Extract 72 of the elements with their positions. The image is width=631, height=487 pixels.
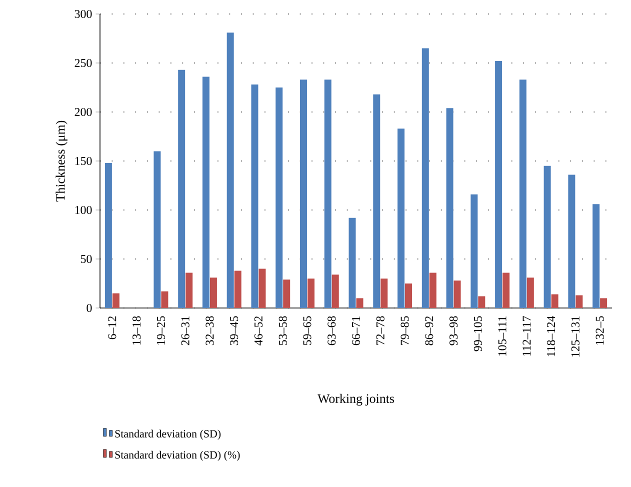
bar (526, 278, 534, 308)
bar (332, 274, 339, 308)
bar (234, 270, 242, 308)
bar (551, 294, 558, 308)
x-tick-label: 93–98 (449, 316, 458, 346)
bar (178, 70, 186, 308)
x-tick-label: 105–111 (498, 316, 506, 356)
bar (568, 174, 576, 308)
bar (373, 94, 380, 308)
bar (470, 194, 478, 308)
bar (519, 80, 526, 308)
y-tick-label: 50 (80, 254, 92, 264)
x-tick-label: 19–25 (156, 316, 165, 345)
y-tick-label: 200 (74, 108, 92, 116)
bar (154, 151, 161, 308)
bar (429, 272, 436, 308)
bar (576, 295, 583, 308)
bar (356, 298, 364, 308)
bar (398, 128, 405, 308)
bar (112, 293, 120, 308)
bar (251, 84, 258, 308)
bar (544, 166, 551, 308)
x-tick-label: 118–124 (547, 316, 556, 356)
bar (283, 280, 290, 308)
bar (405, 284, 412, 308)
bar (446, 108, 454, 308)
bar (380, 278, 388, 308)
x-tick-label: 112–117 (522, 316, 531, 356)
bar (186, 272, 193, 308)
bar (300, 80, 307, 308)
x-tick-label: 32–38 (206, 316, 214, 346)
bar (104, 162, 112, 308)
x-tick-label: 26–31 (181, 316, 190, 346)
bar (454, 280, 461, 308)
x-tick-label: 59–65 (303, 316, 312, 345)
bar (600, 298, 608, 308)
legend-label: Standard deviation (SD) (115, 430, 221, 440)
x-axis-title: Working joints (318, 394, 394, 406)
legend-label: Standard deviation (SD) (%) (115, 450, 240, 461)
bar (592, 204, 600, 308)
x-tick-label: 72–78 (376, 316, 384, 345)
x-tick-label: 125–131 (571, 316, 580, 357)
x-tick-label: 86–92 (425, 316, 434, 346)
x-tick-label: 53–58 (278, 316, 287, 345)
y-tick-label: 300 (74, 10, 92, 18)
bar (502, 272, 510, 308)
x-tick-label: 63–68 (328, 316, 336, 346)
bar (422, 48, 429, 308)
bar (210, 278, 217, 308)
y-tick-label: 0 (86, 304, 92, 312)
x-tick-label: 79–85 (400, 316, 409, 345)
bar (478, 296, 486, 308)
x-tick-label: 13–18 (132, 316, 141, 345)
x-tick-label: 46–52 (254, 316, 262, 346)
x-tick-label: 99–105 (474, 316, 482, 352)
bar (258, 268, 266, 308)
bar (307, 278, 314, 308)
bar (161, 291, 168, 308)
y-tick-label: 250 (74, 58, 92, 68)
bar (324, 80, 332, 308)
x-tick-label: 39–45 (230, 316, 238, 346)
bar (495, 61, 502, 308)
y-axis-title: Thickness (μm) (56, 120, 68, 202)
x-tick-label: 132–5 (596, 316, 604, 345)
bar (226, 32, 234, 308)
bar (202, 76, 210, 308)
x-tick-label: 66–71 (352, 316, 360, 346)
y-tick-label: 150 (75, 156, 92, 166)
x-tick-label: 6–12 (108, 316, 116, 340)
bar (348, 218, 356, 308)
bar (276, 87, 283, 308)
y-tick-label: 100 (75, 206, 92, 214)
